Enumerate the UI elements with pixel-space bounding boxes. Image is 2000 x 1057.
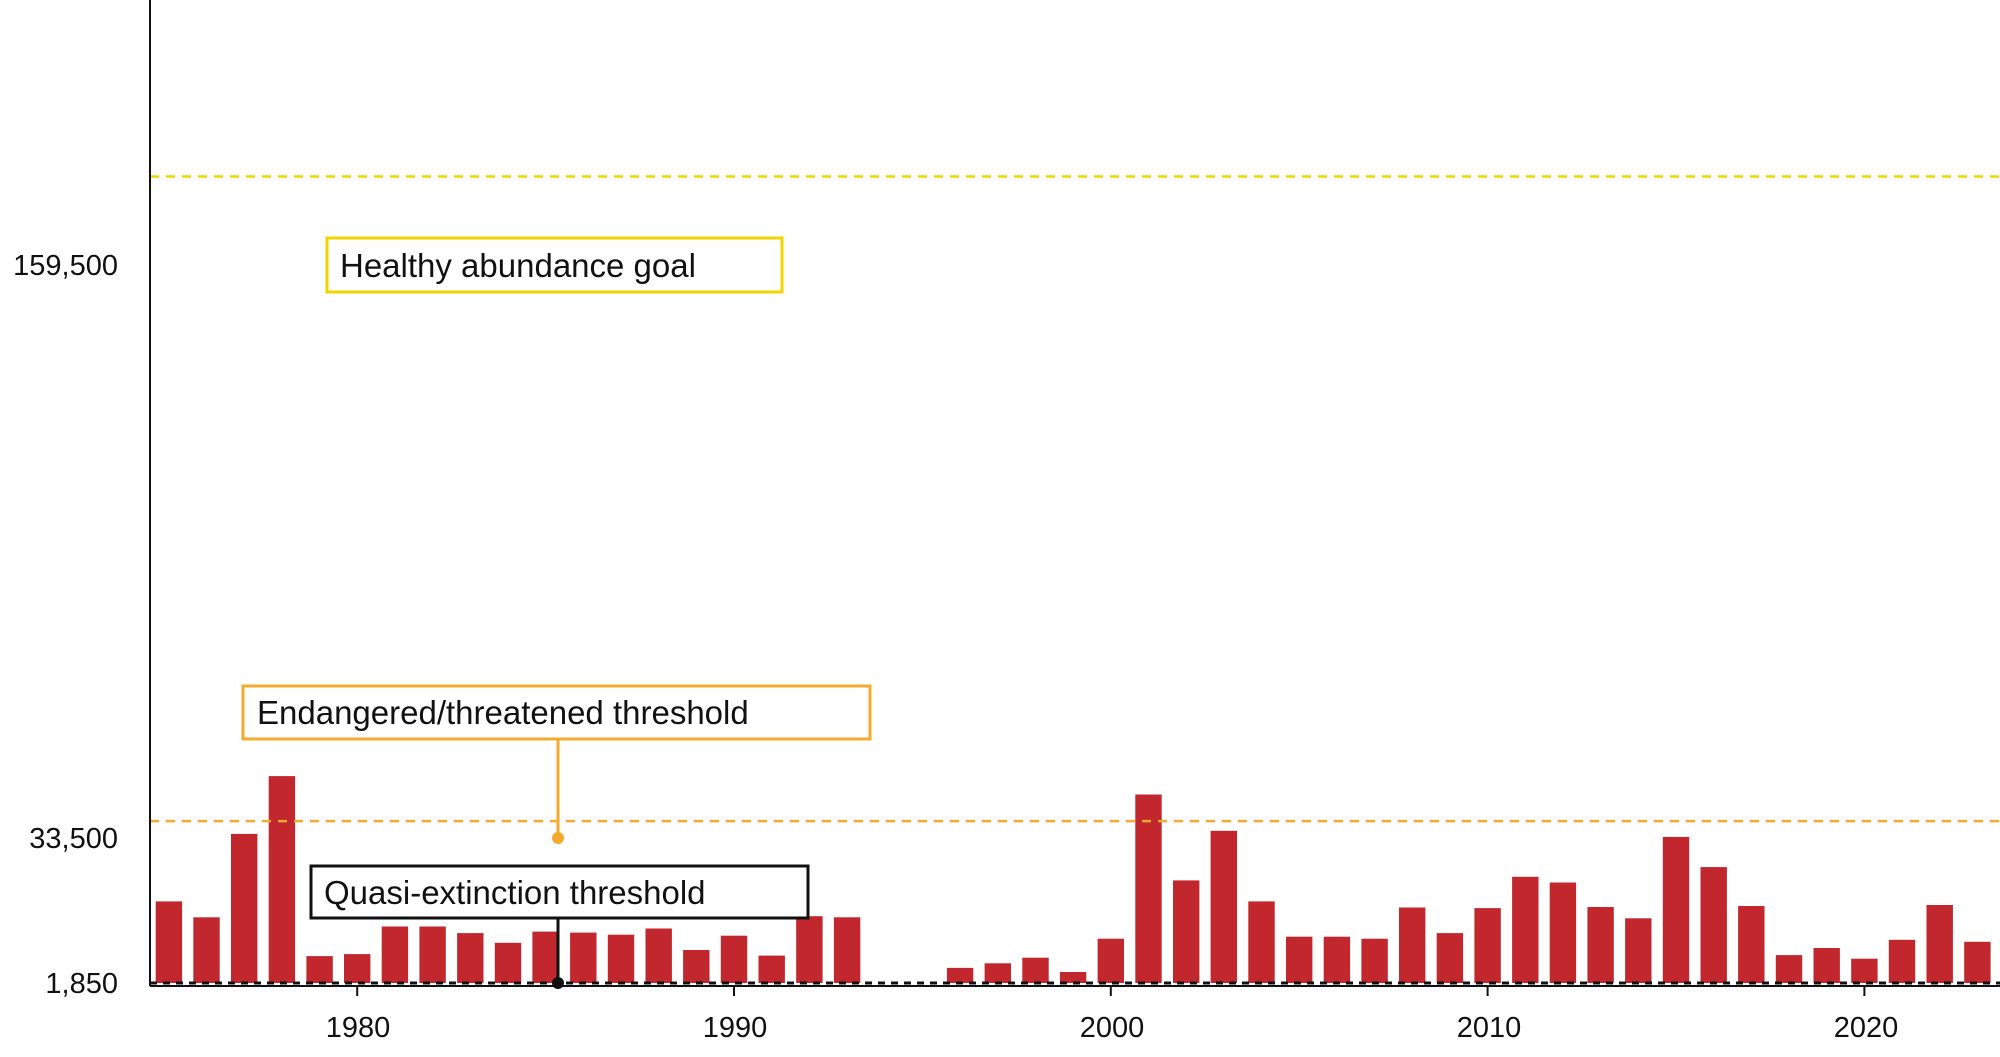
bar-2016 <box>1700 867 1727 983</box>
bars-group <box>155 776 1991 983</box>
x-tick-label-2000: 2000 <box>1080 1012 1145 1044</box>
bar-2004 <box>1248 901 1275 983</box>
bar-1985 <box>532 931 559 983</box>
bar-2003 <box>1210 830 1237 983</box>
bar-1980 <box>344 954 371 983</box>
bar-2019 <box>1813 948 1840 983</box>
x-tick-label-2020: 2020 <box>1834 1012 1899 1044</box>
bar-1989 <box>683 950 710 983</box>
healthy-abundance-goal-box <box>325 236 784 294</box>
bar-2001 <box>1135 794 1162 983</box>
x-tick-label-1980: 1980 <box>326 1012 391 1044</box>
quasi-extinction-box <box>309 864 810 920</box>
endangered-threshold-box <box>241 684 872 741</box>
bar-1997 <box>984 963 1011 983</box>
bar-2012 <box>1549 882 1577 983</box>
bar-2018 <box>1775 955 1803 983</box>
bar-1991 <box>758 955 785 983</box>
bar-1983 <box>457 933 484 983</box>
bar-2014 <box>1625 918 1652 983</box>
bar-1992 <box>796 916 823 983</box>
bar-1990 <box>720 935 748 983</box>
bar-1988 <box>645 928 672 983</box>
bar-2023 <box>1964 941 1991 983</box>
bar-2021 <box>1888 939 1916 983</box>
bar-2015 <box>1662 836 1690 983</box>
y-tick-label-quasi: 1,850 <box>45 968 118 1000</box>
bar-1975 <box>155 901 183 983</box>
bar-1982 <box>419 926 446 983</box>
bar-1987 <box>607 934 635 983</box>
bar-1986 <box>570 932 597 983</box>
bar-2010 <box>1474 908 1501 983</box>
y-tick-label-endangered: 33,500 <box>29 823 118 855</box>
bar-2013 <box>1587 907 1614 983</box>
bar-1984 <box>494 942 522 983</box>
y-tick-label-goal: 159,500 <box>13 250 118 282</box>
bar-2007 <box>1361 938 1388 983</box>
endangered-leader-dot <box>552 832 564 844</box>
x-axis-ticks <box>356 986 1866 996</box>
bar-1976 <box>193 917 220 983</box>
bar-2020 <box>1851 958 1878 983</box>
endangered-threshold-annotation: Endangered/threatened threshold <box>241 684 872 844</box>
bar-2000 <box>1097 938 1124 983</box>
x-tick-label-2010: 2010 <box>1457 1012 1522 1044</box>
quasi-leader-dot <box>552 977 564 989</box>
x-tick-label-1990: 1990 <box>703 1012 768 1044</box>
bar-2011 <box>1512 876 1539 983</box>
bar-1999 <box>1059 972 1087 983</box>
bar-2006 <box>1323 936 1351 983</box>
bar-2002 <box>1173 880 1200 983</box>
bar-1977 <box>231 833 258 983</box>
bar-2009 <box>1436 933 1464 983</box>
bar-1978 <box>268 776 296 983</box>
bar-1993 <box>833 917 861 983</box>
bar-2017 <box>1738 906 1765 983</box>
quasi-extinction-label: Quasi-extinction threshold <box>324 874 706 911</box>
bar-1979 <box>306 956 333 983</box>
bar-2005 <box>1286 936 1313 983</box>
healthy-abundance-goal-label: Healthy abundance goal <box>340 247 696 284</box>
bar-2022 <box>1926 905 1953 983</box>
bar-1996 <box>946 967 974 983</box>
bar-1998 <box>1022 957 1049 983</box>
healthy-abundance-goal-annotation: Healthy abundance goal <box>325 236 784 294</box>
endangered-threshold-label: Endangered/threatened threshold <box>257 694 749 731</box>
bar-2008 <box>1399 907 1426 983</box>
quasi-extinction-annotation: Quasi-extinction threshold <box>309 864 810 989</box>
bar-1981 <box>381 926 409 983</box>
